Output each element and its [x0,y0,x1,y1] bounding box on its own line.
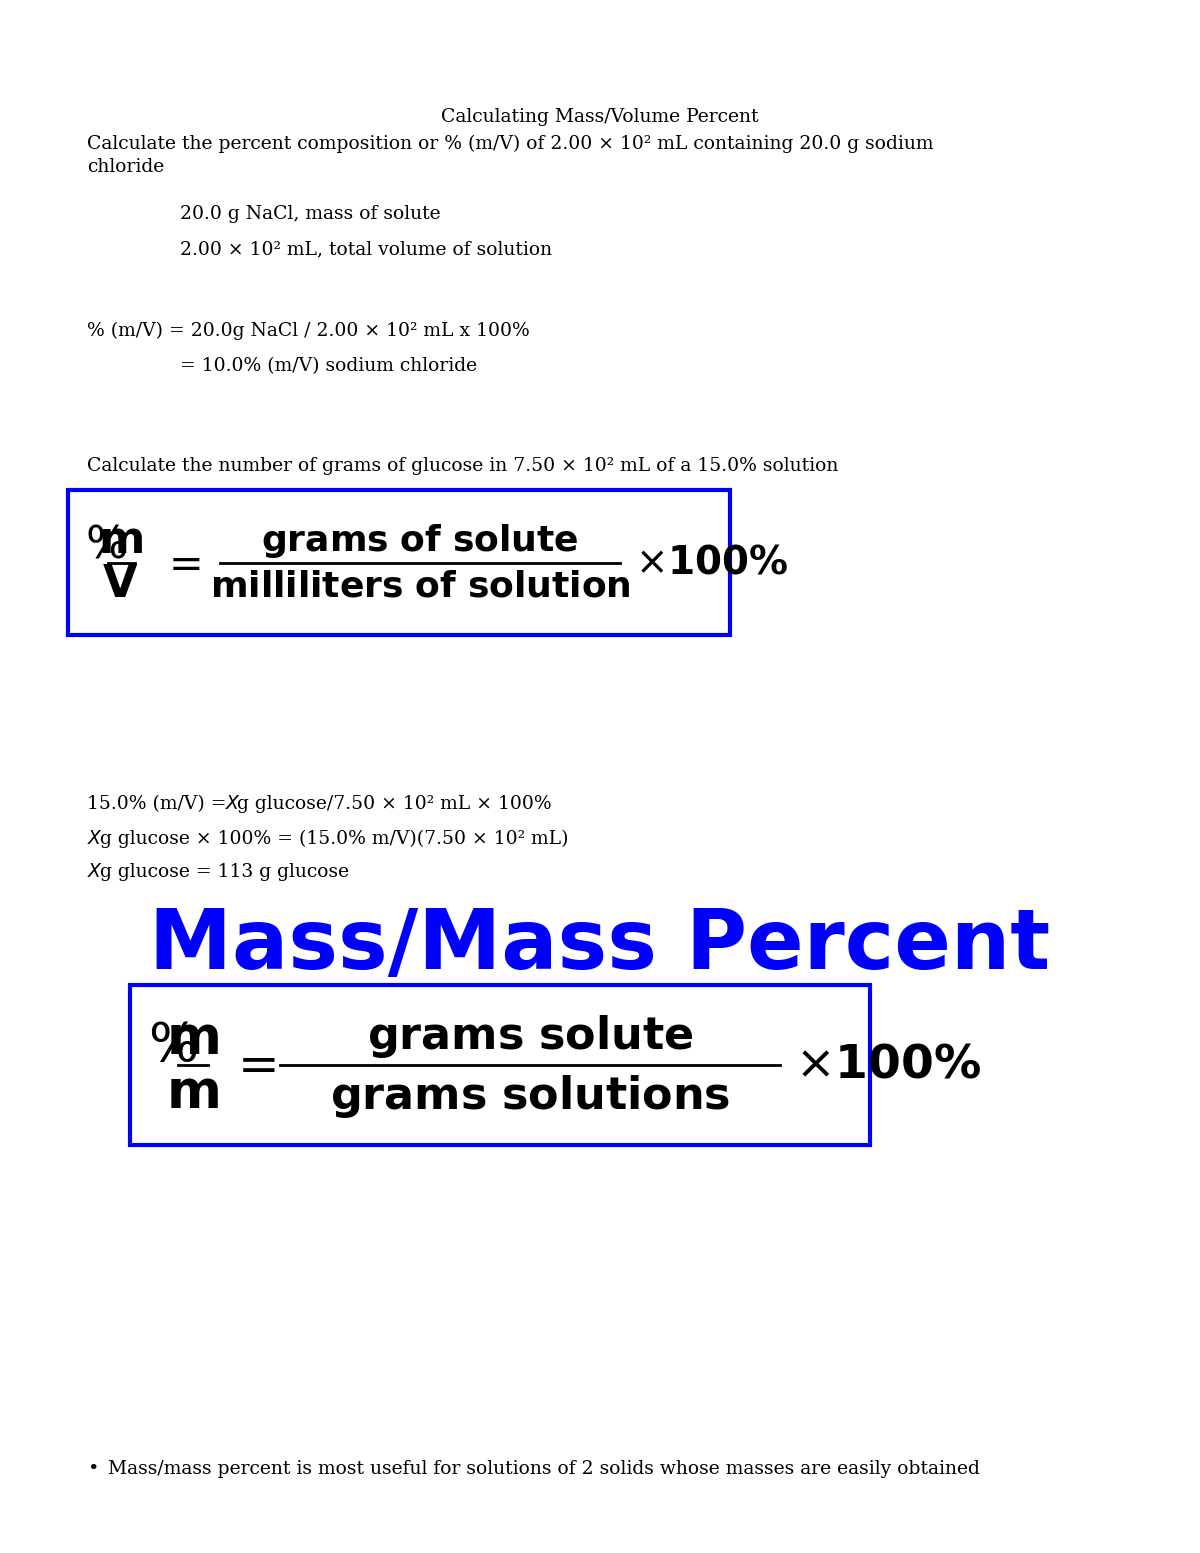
Text: $\mathit{X}$: $\mathit{X}$ [88,829,103,848]
Text: $\mathit{X}$: $\mathit{X}$ [88,863,103,881]
Text: Calculating Mass/Volume Percent: Calculating Mass/Volume Percent [442,109,758,126]
Text: $\%$: $\%$ [85,523,127,567]
Text: $=$: $=$ [228,1041,276,1090]
Text: = 10.0% (m/V) sodium chloride: = 10.0% (m/V) sodium chloride [180,357,478,374]
FancyBboxPatch shape [68,491,730,635]
Text: Calculate the percent composition or % (m/V) of 2.00 × 10² mL containing 20.0 g : Calculate the percent composition or % (… [88,135,934,154]
Text: Mass/Mass Percent: Mass/Mass Percent [150,905,1050,986]
Text: $\mathbf{m}$: $\mathbf{m}$ [97,519,143,562]
FancyBboxPatch shape [130,985,870,1145]
Text: 20.0 g NaCl, mass of solute: 20.0 g NaCl, mass of solute [180,205,440,224]
Text: $\mathbf{grams\ solutions}$: $\mathbf{grams\ solutions}$ [330,1073,730,1121]
Text: $\times\mathbf{100\%}$: $\times\mathbf{100\%}$ [635,544,788,581]
Text: g glucose × 100% = (15.0% m/V)(7.50 × 10² mL): g glucose × 100% = (15.0% m/V)(7.50 × 10… [100,829,569,848]
Text: $=$: $=$ [160,542,200,584]
Text: g glucose/7.50 × 10² mL × 100%: g glucose/7.50 × 10² mL × 100% [238,795,552,814]
Text: $\mathbf{milliliters\ of\ solution}$: $\mathbf{milliliters\ of\ solution}$ [210,570,630,604]
Text: $\%$: $\%$ [148,1022,197,1073]
Text: % (m/V) = 20.0g NaCl / 2.00 × 10² mL x 100%: % (m/V) = 20.0g NaCl / 2.00 × 10² mL x 1… [88,321,529,340]
Text: $\mathbf{grams\ solute}$: $\mathbf{grams\ solute}$ [367,1014,694,1061]
Text: •: • [88,1460,98,1478]
Text: 2.00 × 10² mL, total volume of solution: 2.00 × 10² mL, total volume of solution [180,241,552,258]
Text: $\mathit{X}$: $\mathit{X}$ [226,795,241,814]
Text: 15.0% (m/V) =: 15.0% (m/V) = [88,795,233,814]
Text: Mass/mass percent is most useful for solutions of 2 solids whose masses are easi: Mass/mass percent is most useful for sol… [108,1460,980,1478]
Text: $\times\mathbf{100\%}$: $\times\mathbf{100\%}$ [796,1042,982,1087]
Text: $\mathbf{grams\ of\ solute}$: $\mathbf{grams\ of\ solute}$ [262,522,578,559]
Text: $\mathbf{m}$: $\mathbf{m}$ [166,1067,218,1118]
Text: g glucose = 113 g glucose: g glucose = 113 g glucose [100,863,349,881]
Text: chloride: chloride [88,158,164,175]
Text: $\mathbf{m}$: $\mathbf{m}$ [166,1014,218,1065]
Text: $\mathbf{V}$: $\mathbf{V}$ [102,562,138,606]
Text: Calculate the number of grams of glucose in 7.50 × 10² mL of a 15.0% solution: Calculate the number of grams of glucose… [88,457,839,475]
